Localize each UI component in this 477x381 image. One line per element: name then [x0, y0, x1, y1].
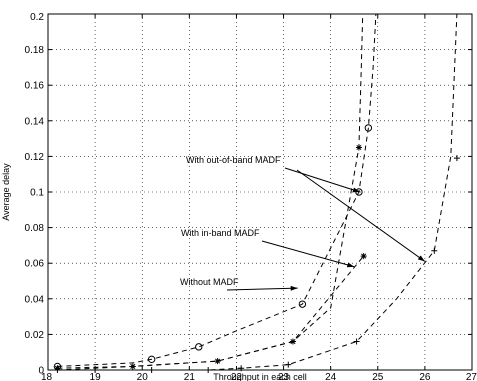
data-point — [353, 338, 360, 345]
x-tick-label: 21 — [184, 372, 196, 381]
data-point — [129, 363, 136, 370]
y-tick-label: 0.2 — [30, 12, 44, 23]
annotation-arrow — [261, 240, 355, 268]
data-point — [364, 124, 373, 132]
x-tick-label: 20 — [137, 372, 149, 381]
annotation-label: With out-of-band MADF — [186, 155, 281, 165]
ticks: 18 19 20 21 22 23 24 25 26 27 0 0.02 0.04 0.06 0.08 0.1… — [25, 12, 477, 381]
data-point — [355, 144, 362, 151]
grid — [48, 14, 472, 370]
y-tick-label: 0 — [38, 366, 44, 377]
star-marker — [129, 363, 136, 370]
annotations: With out-of-band MADF With in-band MADF Wi… — [180, 155, 426, 291]
series-line-4 — [57, 13, 458, 371]
data-point — [195, 343, 203, 351]
data-point — [285, 361, 292, 368]
data-point — [431, 247, 438, 254]
plus-marker — [238, 365, 245, 372]
y-tick-label: 0.02 — [25, 330, 45, 341]
star-marker — [360, 253, 367, 260]
data-point — [453, 155, 460, 162]
circle-marker — [298, 300, 307, 308]
y-tick-label: 0.1 — [30, 188, 44, 199]
circle-marker — [195, 343, 203, 351]
plus-marker — [431, 247, 438, 254]
y-axis-label: Average delay — [1, 163, 11, 221]
markers — [53, 124, 460, 373]
annotation-arrow — [296, 169, 426, 262]
star-marker — [214, 358, 221, 365]
plus-marker — [92, 367, 99, 373]
x-tick-label: 24 — [325, 372, 337, 381]
x-tick-label: 26 — [419, 372, 431, 381]
plus-marker — [54, 367, 61, 373]
annotation-label: With in-band MADF — [181, 228, 260, 238]
x-axis-label: Throughput in each cell — [213, 372, 307, 381]
x-tick-label: 19 — [90, 372, 102, 381]
x-tick-label: 22 — [231, 372, 243, 381]
y-tick-label: 0.12 — [25, 152, 45, 163]
plus-marker — [453, 155, 460, 162]
x-tick-label: 18 — [41, 372, 53, 381]
x-tick-label: 27 — [466, 372, 477, 381]
circle-marker — [147, 355, 156, 364]
y-tick-label: 0.16 — [25, 81, 45, 92]
annotation-arrow — [226, 285, 298, 291]
series-line-1 — [57, 13, 377, 367]
y-tick-label: 0.04 — [25, 294, 45, 305]
x-tick-label: 25 — [372, 372, 384, 381]
plus-marker — [285, 361, 292, 368]
data-point — [298, 300, 307, 308]
curves — [57, 13, 458, 371]
data-point — [147, 355, 156, 364]
data-point — [92, 367, 99, 373]
series-line-2 — [57, 13, 364, 369]
data-point — [238, 365, 245, 372]
x-tick-label: 23 — [278, 372, 290, 381]
y-tick-label: 0.06 — [25, 259, 45, 270]
star-marker — [355, 144, 362, 151]
y-tick-label: 0.14 — [25, 116, 45, 127]
star-marker — [289, 338, 296, 345]
data-point — [148, 367, 155, 373]
data-point — [205, 367, 212, 373]
data-point — [54, 367, 61, 373]
y-tick-label: 0.18 — [25, 45, 45, 56]
y-tick-label: 0.08 — [25, 223, 45, 234]
plus-marker — [205, 367, 212, 373]
data-point — [214, 358, 221, 365]
data-point — [360, 253, 367, 260]
annotation-arrow — [284, 167, 361, 193]
circle-marker — [364, 124, 373, 132]
data-point — [289, 338, 296, 345]
plus-marker — [353, 338, 360, 345]
annotation-label: Without MADF — [180, 277, 239, 287]
plus-marker — [148, 367, 155, 373]
